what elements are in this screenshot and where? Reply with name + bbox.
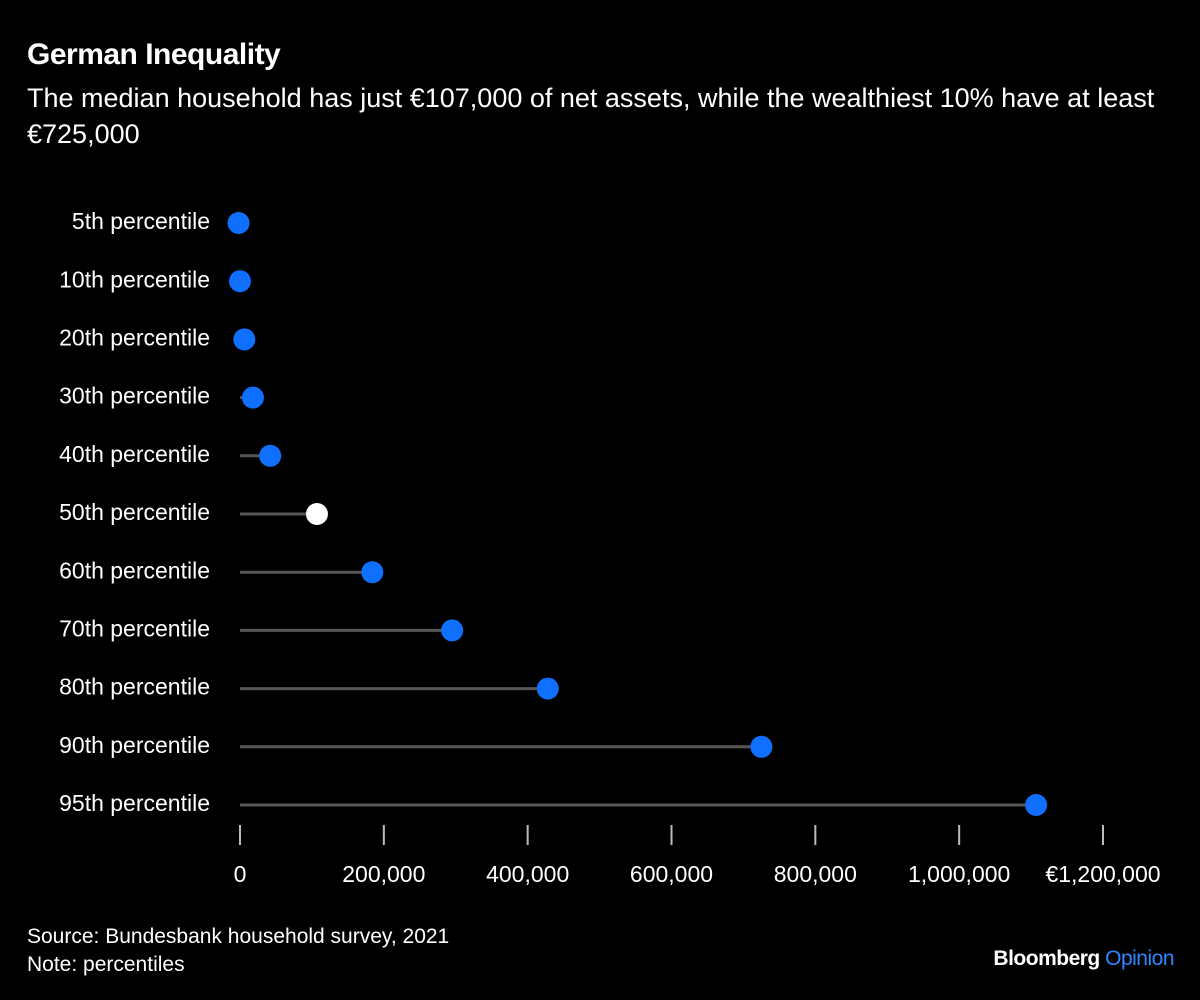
dot [233,328,256,351]
x-tick-label: 600,000 [630,861,713,887]
y-tick-label: 80th percentile [59,674,210,700]
y-tick-label: 40th percentile [59,441,210,467]
y-tick-label: 90th percentile [59,732,210,758]
x-tick-label: 1,000,000 [908,861,1010,887]
x-tick-label: 200,000 [342,861,425,887]
dot [441,619,464,642]
brand: Bloomberg Opinion [993,947,1174,971]
x-tick-label: 800,000 [774,861,857,887]
dot [259,444,282,467]
y-tick-label: 10th percentile [59,266,210,292]
source: Source: Bundesbank household survey, 202… [27,925,450,948]
dot [227,212,250,234]
dot [1025,794,1048,816]
y-tick-label: 95th percentile [59,790,210,816]
x-tick-label: 400,000 [486,861,569,887]
y-tick-label: 60th percentile [59,557,210,583]
dot [536,677,559,700]
dot [241,386,264,409]
brand-suffix: Opinion [1105,947,1174,970]
brand-name: Bloomberg [993,947,1100,970]
y-tick-label: 20th percentile [59,324,210,350]
y-tick-label: 5th percentile [72,208,210,234]
x-tick-label: €1,200,000 [1045,861,1160,887]
y-tick-label: 50th percentile [59,499,210,525]
dot [305,503,328,525]
chart-subtitle: The median household has just €107,000 o… [27,83,1155,149]
dot [750,735,773,758]
dot [229,270,251,293]
chart-title: German Inequality [27,38,281,71]
y-tick-label: 70th percentile [59,615,210,641]
y-tick-label: 30th percentile [59,383,210,409]
note: Note: percentiles [27,953,185,976]
x-tick-label: 0 [234,861,247,887]
dot [361,561,384,584]
